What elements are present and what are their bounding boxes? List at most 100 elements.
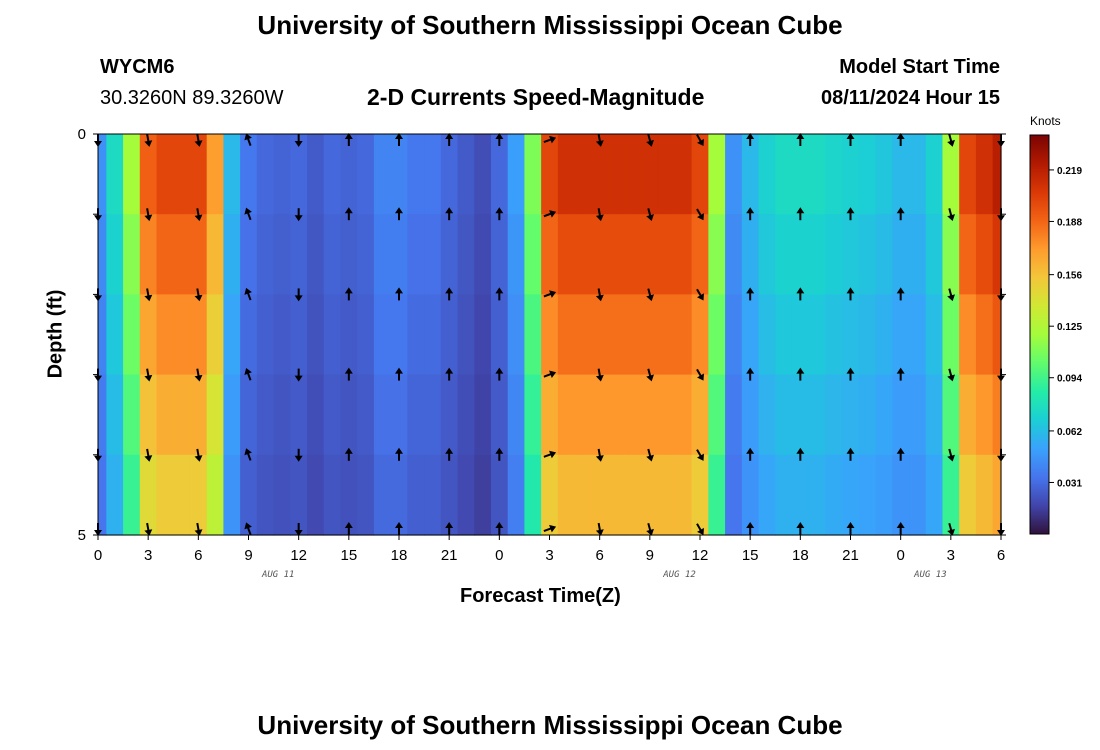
- heatmap-cell: [557, 214, 576, 295]
- heatmap-cell: [457, 134, 475, 215]
- heatmap-cell: [842, 214, 860, 295]
- heatmap-cell: [758, 294, 776, 376]
- current-arrow: [796, 207, 805, 221]
- current-arrow: [344, 133, 353, 146]
- heatmap-cell: [825, 134, 843, 215]
- x-tick-label: 3: [144, 547, 152, 564]
- heatmap-cell: [223, 134, 241, 215]
- current-arrow: [144, 368, 153, 382]
- heatmap-cell: [942, 374, 960, 456]
- heatmap-cell: [407, 374, 425, 456]
- heatmap-cell: [825, 214, 843, 295]
- current-arrow: [543, 370, 557, 379]
- current-arrow: [194, 448, 203, 462]
- current-arrow: [696, 288, 704, 301]
- x-tick-label: 6: [595, 547, 603, 564]
- current-arrow: [846, 133, 855, 146]
- current-arrow: [846, 207, 855, 221]
- heatmap-cell: [407, 294, 425, 376]
- current-arrow: [646, 448, 654, 462]
- current-arrow: [445, 207, 454, 221]
- footer-title: University of Southern Mississippi Ocean…: [257, 710, 843, 740]
- heatmap-cell: [624, 454, 643, 536]
- heatmap-cell: [725, 214, 743, 295]
- heatmap-cell: [373, 374, 392, 456]
- heatmap-cell: [307, 214, 325, 295]
- current-arrow: [395, 447, 403, 461]
- heatmap-cell: [206, 294, 225, 376]
- heatmap-cell: [925, 294, 944, 376]
- heatmap-cell: [925, 134, 944, 215]
- current-arrow: [344, 367, 353, 381]
- heatmap-cell: [674, 374, 693, 456]
- heatmap-cell: [791, 214, 810, 295]
- heatmap-cell: [173, 134, 191, 215]
- current-arrow: [646, 288, 654, 302]
- heatmap-cell: [139, 454, 158, 536]
- current-arrow: [445, 367, 454, 381]
- heatmap-cell: [457, 374, 475, 456]
- colorbar-tick-label: 0.031: [1057, 478, 1082, 489]
- heatmap-cell: [574, 294, 592, 376]
- heatmap-cell: [858, 214, 877, 295]
- current-arrow: [696, 449, 704, 461]
- heatmap-cell: [290, 294, 308, 376]
- heatmap-cell: [507, 454, 526, 536]
- current-arrow: [144, 208, 153, 222]
- current-arrow: [846, 522, 855, 535]
- heatmap-cell: [106, 454, 124, 536]
- heatmap-cell: [440, 294, 459, 376]
- heatmap-cell: [189, 134, 208, 215]
- heatmap-cell: [98, 134, 107, 215]
- heatmap-cell: [942, 214, 960, 295]
- current-arrow: [294, 448, 303, 462]
- plot-area: 0 3 6 9 12 15 18 21 0 3 6 9 12 15 18 21 0 3 6 05: [78, 126, 1006, 564]
- heatmap-cell: [658, 294, 676, 376]
- heatmap-cell: [591, 134, 609, 215]
- heatmap-cell: [557, 134, 576, 215]
- heatmap-cell: [708, 294, 726, 376]
- heatmap-cell: [390, 374, 408, 456]
- heatmap-cell: [641, 454, 659, 536]
- current-arrow: [646, 133, 654, 147]
- current-arrow: [294, 523, 303, 536]
- heatmap-cell: [858, 454, 877, 536]
- heatmap-cell: [992, 294, 1002, 376]
- heatmap-cell: [307, 134, 325, 215]
- heatmap-cell: [507, 294, 526, 376]
- heatmap-cell: [741, 134, 760, 215]
- heatmap-cell: [424, 374, 442, 456]
- heatmap-cell: [557, 454, 576, 536]
- current-arrow: [144, 522, 153, 536]
- heatmap-cell: [323, 454, 342, 536]
- heatmap-cell: [407, 214, 425, 295]
- heatmap-cell: [273, 134, 291, 215]
- current-arrow: [646, 368, 654, 382]
- heatmap-cell: [457, 294, 475, 376]
- current-arrow: [796, 367, 805, 381]
- heatmap-cell: [708, 454, 726, 536]
- x-tick-label: 0: [94, 547, 102, 564]
- current-arrow: [595, 448, 604, 462]
- heatmap-cell: [959, 374, 977, 456]
- current-arrows: [94, 133, 1005, 536]
- heatmap-cell: [189, 294, 208, 376]
- heatmap-cell: [975, 214, 994, 295]
- current-arrow: [244, 368, 252, 381]
- heatmap-cell: [457, 214, 475, 295]
- y-ticks: 05: [78, 126, 1006, 544]
- heatmap-cell: [892, 374, 910, 456]
- heatmap-cell: [490, 454, 509, 536]
- heatmap-cell: [741, 374, 760, 456]
- current-arrow: [595, 522, 604, 536]
- heatmap-cell: [574, 454, 592, 536]
- current-arrow: [846, 447, 855, 461]
- date-label: AUG 11: [261, 570, 295, 580]
- current-arrow: [495, 447, 504, 461]
- colorbar-tick-label: 0.062: [1057, 427, 1082, 438]
- heatmap-cell: [959, 134, 977, 215]
- heatmap-cell: [892, 454, 910, 536]
- heatmap-cell: [323, 134, 342, 215]
- current-arrow: [294, 368, 303, 382]
- current-arrow: [746, 207, 755, 221]
